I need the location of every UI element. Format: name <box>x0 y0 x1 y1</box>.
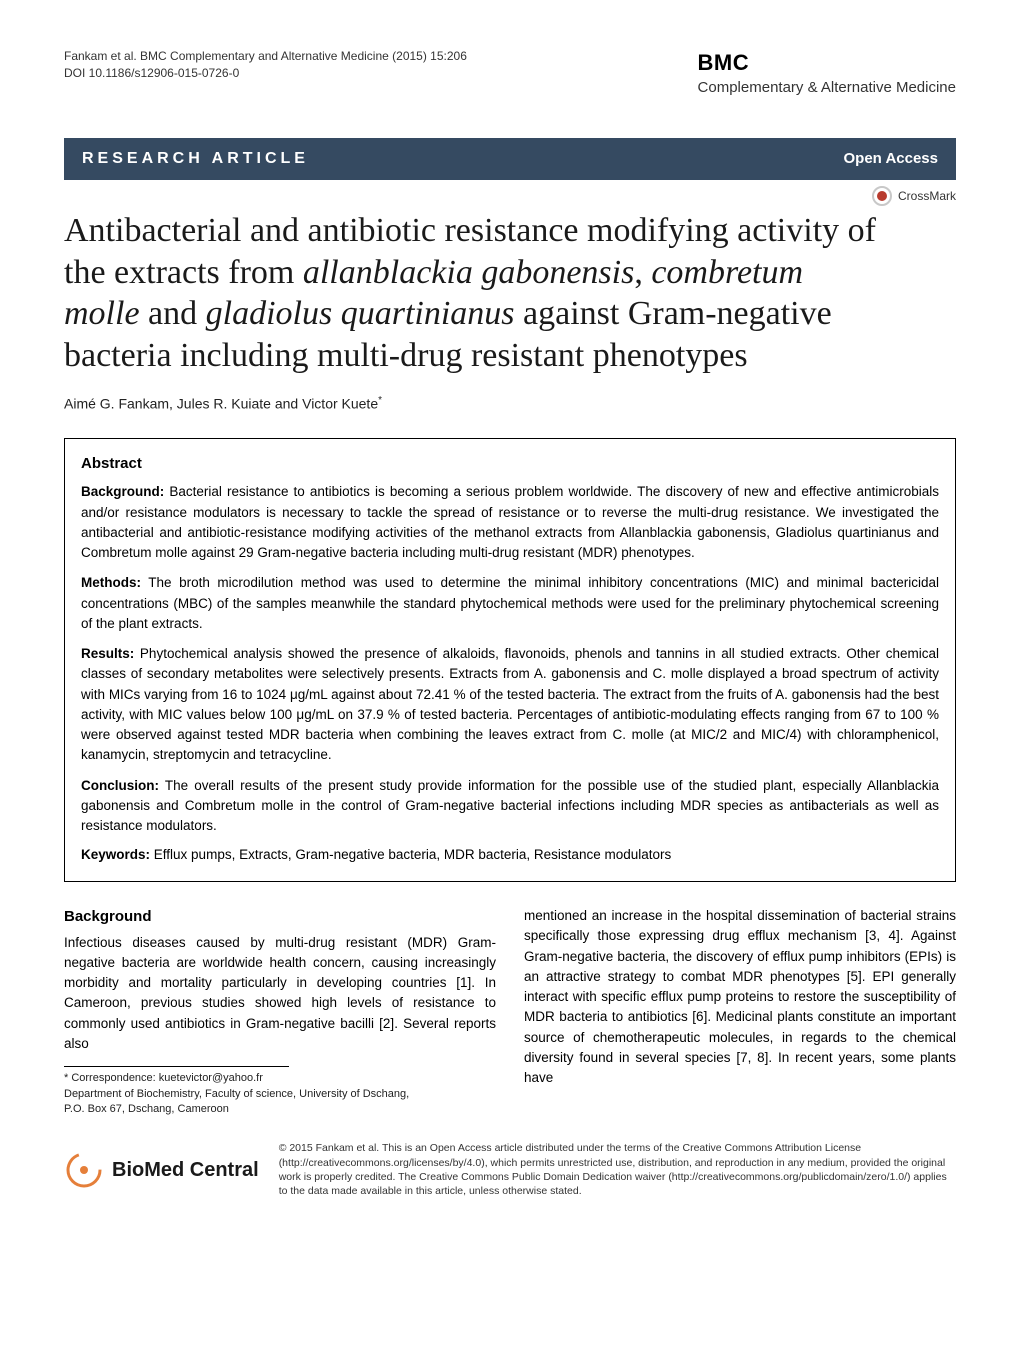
title-species1: allanblackia gabonensis <box>303 254 634 291</box>
footer: BioMed Central © 2015 Fankam et al. This… <box>64 1141 956 1198</box>
biomed-central-icon <box>64 1150 104 1190</box>
crossmark-row: CrossMark <box>64 186 956 206</box>
corresponding-sup: * <box>378 395 382 406</box>
abstract-methods-text: The broth microdilution method was used … <box>81 575 939 631</box>
body-left-para: Infectious diseases caused by multi-drug… <box>64 933 496 1055</box>
abstract-keywords: Keywords: Efflux pumps, Extracts, Gram-n… <box>81 846 939 865</box>
section-heading-background: Background <box>64 906 496 929</box>
correspondence-footnote: * Correspondence: kuetevictor@yahoo.fr D… <box>64 1071 496 1117</box>
abstract-methods: Methods: The broth microdilution method … <box>81 573 939 634</box>
abstract-results-label: Results: <box>81 646 134 661</box>
abstract-box: Abstract Background: Bacterial resistanc… <box>64 438 956 882</box>
abstract-background: Background: Bacterial resistance to anti… <box>81 482 939 563</box>
biomed-central-logo: BioMed Central <box>64 1150 259 1190</box>
abstract-conclusion: Conclusion: The overall results of the p… <box>81 776 939 837</box>
abstract-results: Results: Phytochemical analysis showed t… <box>81 644 939 766</box>
title-sep2: and <box>140 295 206 332</box>
crossmark-badge[interactable]: CrossMark <box>872 186 956 206</box>
abstract-conclusion-label: Conclusion: <box>81 778 159 793</box>
title-sep1: , <box>634 254 651 291</box>
citation-line2: DOI 10.1186/s12906-015-0726-0 <box>64 65 467 82</box>
citation-line1: Fankam et al. BMC Complementary and Alte… <box>64 48 467 65</box>
footnote-rule <box>64 1066 289 1067</box>
brand-sub: Complementary & Alternative Medicine <box>698 77 956 98</box>
abstract-results-text: Phytochemical analysis showed the presen… <box>81 646 939 762</box>
crossmark-icon <box>872 186 892 206</box>
keywords-text: Efflux pumps, Extracts, Gram-negative ba… <box>150 847 671 862</box>
keywords-label: Keywords: <box>81 847 150 862</box>
title-species3: gladiolus quartinianus <box>206 295 515 332</box>
right-column: mentioned an increase in the hospital di… <box>524 906 956 1117</box>
open-access-label: Open Access <box>844 148 939 169</box>
article-title: Antibacterial and antibiotic resistance … <box>64 210 885 376</box>
footnote-line3: P.O. Box 67, Dschang, Cameroon <box>64 1102 496 1117</box>
abstract-methods-label: Methods: <box>81 575 141 590</box>
abstract-background-label: Background: <box>81 484 164 499</box>
journal-brand: BMC Complementary & Alternative Medicine <box>698 48 956 98</box>
article-type: RESEARCH ARTICLE <box>82 148 309 170</box>
authors-list: Aimé G. Fankam, Jules R. Kuiate and Vict… <box>64 396 378 412</box>
brand-main: BMC <box>698 48 956 79</box>
footnote-line2: Department of Biochemistry, Faculty of s… <box>64 1087 496 1102</box>
header-meta: Fankam et al. BMC Complementary and Alte… <box>64 48 956 98</box>
footnote-line1: * Correspondence: kuetevictor@yahoo.fr <box>64 1071 496 1086</box>
body-columns: Background Infectious diseases caused by… <box>64 906 956 1117</box>
biomed-central-text: BioMed Central <box>112 1156 259 1184</box>
body-right-para: mentioned an increase in the hospital di… <box>524 906 956 1088</box>
abstract-conclusion-text: The overall results of the present study… <box>81 778 939 834</box>
authors: Aimé G. Fankam, Jules R. Kuiate and Vict… <box>64 394 956 414</box>
left-column: Background Infectious diseases caused by… <box>64 906 496 1117</box>
abstract-heading: Abstract <box>81 453 939 474</box>
citation: Fankam et al. BMC Complementary and Alte… <box>64 48 467 82</box>
crossmark-label: CrossMark <box>898 188 956 205</box>
article-type-banner: RESEARCH ARTICLE Open Access <box>64 138 956 180</box>
abstract-background-text: Bacterial resistance to antibiotics is b… <box>81 484 939 560</box>
copyright-text: © 2015 Fankam et al. This is an Open Acc… <box>279 1141 956 1198</box>
